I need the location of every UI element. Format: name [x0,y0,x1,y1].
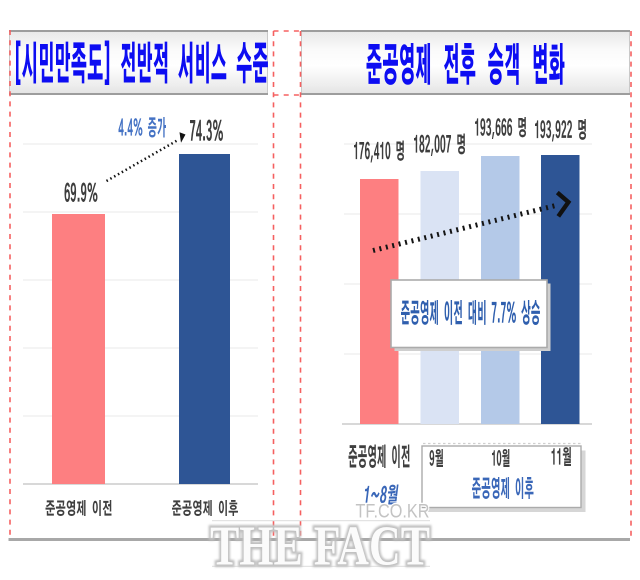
svg-text:TF.CO.KR: TF.CO.KR [356,501,430,523]
svg-text:THE FACT: THE FACT [210,516,430,578]
svg-text:THE FACT: THE FACT [210,516,430,578]
